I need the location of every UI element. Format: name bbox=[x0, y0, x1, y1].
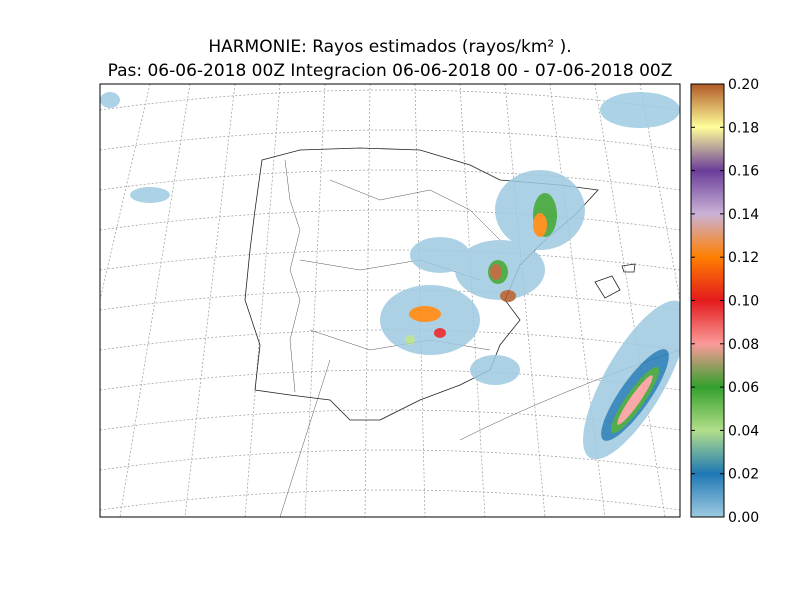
colorbar-tick-label: 0.18 bbox=[728, 120, 759, 136]
colorbar-tick-label: 0.16 bbox=[728, 164, 759, 180]
map-subtitle: Pas: 06-06-2018 00Z Integracion 06-06-20… bbox=[108, 61, 673, 81]
map-title: HARMONIE: Rayos estimados (rayos/km² ). bbox=[208, 37, 571, 57]
colorbar-tick-label: 0.10 bbox=[728, 294, 759, 310]
colorbar-tick-label: 0.08 bbox=[728, 337, 759, 353]
colorbar-tick-label: 0.04 bbox=[728, 423, 759, 439]
colorbar-tick-label: 0.20 bbox=[728, 77, 759, 93]
lightning-field bbox=[100, 92, 680, 460]
colorbar-tick-label: 0.02 bbox=[728, 467, 759, 483]
graticule bbox=[100, 84, 680, 517]
map-frame bbox=[99, 83, 681, 518]
map-area bbox=[100, 84, 680, 517]
colorbar-tick-label: 0.14 bbox=[728, 207, 759, 223]
colorbar-tick-label: 0.12 bbox=[728, 250, 759, 266]
colorbar-tick-label: 0.00 bbox=[728, 510, 759, 526]
colorbar bbox=[690, 83, 725, 518]
colorbar-tick-label: 0.06 bbox=[728, 380, 759, 396]
